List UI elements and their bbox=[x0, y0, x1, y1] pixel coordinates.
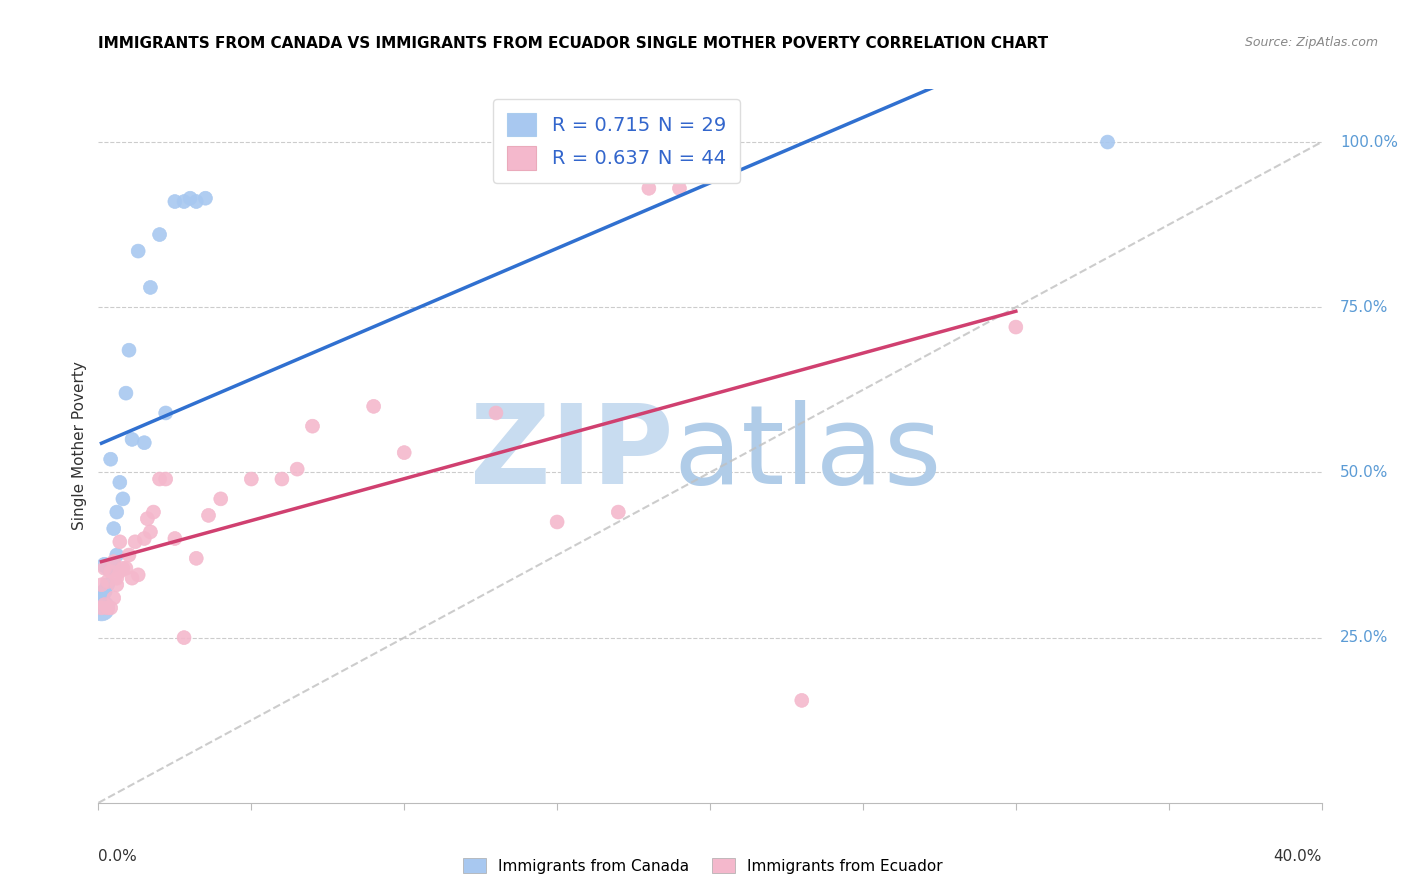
Text: 100.0%: 100.0% bbox=[1340, 135, 1398, 150]
Point bbox=[134, 532, 156, 546]
Point bbox=[392, 445, 416, 459]
Point bbox=[100, 600, 122, 615]
Point bbox=[173, 631, 195, 645]
Point bbox=[93, 558, 115, 572]
Point bbox=[100, 565, 122, 579]
Point bbox=[118, 548, 141, 562]
Text: 25.0%: 25.0% bbox=[1340, 630, 1388, 645]
Legend: Immigrants from Canada, Immigrants from Ecuador: Immigrants from Canada, Immigrants from … bbox=[457, 852, 949, 880]
Point bbox=[111, 491, 134, 506]
Point bbox=[163, 194, 186, 209]
Point bbox=[127, 567, 149, 582]
Point bbox=[363, 400, 385, 414]
Point bbox=[105, 505, 128, 519]
Point bbox=[97, 578, 120, 592]
Point bbox=[637, 181, 661, 195]
Point bbox=[136, 511, 159, 525]
Point bbox=[105, 578, 128, 592]
Point bbox=[134, 435, 156, 450]
Point bbox=[121, 571, 143, 585]
Point bbox=[105, 548, 128, 562]
Point bbox=[546, 515, 568, 529]
Text: 75.0%: 75.0% bbox=[1340, 300, 1388, 315]
Point bbox=[124, 534, 146, 549]
Point bbox=[186, 194, 208, 209]
Point bbox=[173, 194, 195, 209]
Point bbox=[186, 551, 208, 566]
Text: 0.0%: 0.0% bbox=[98, 849, 138, 864]
Point bbox=[607, 505, 630, 519]
Point bbox=[108, 565, 131, 579]
Point bbox=[142, 505, 165, 519]
Point bbox=[103, 555, 125, 569]
Point bbox=[90, 600, 112, 615]
Point bbox=[100, 558, 122, 572]
Point bbox=[127, 244, 149, 258]
Point bbox=[149, 227, 172, 242]
Point bbox=[139, 524, 162, 539]
Legend: R = 0.715  N = 29, R = 0.637  N = 44: R = 0.715 N = 29, R = 0.637 N = 44 bbox=[494, 99, 740, 184]
Text: 50.0%: 50.0% bbox=[1340, 465, 1388, 480]
Point bbox=[285, 462, 308, 476]
Point bbox=[270, 472, 292, 486]
Point bbox=[155, 472, 177, 486]
Point bbox=[93, 561, 115, 575]
Point bbox=[118, 343, 141, 358]
Point bbox=[179, 191, 201, 205]
Point bbox=[111, 561, 134, 575]
Point bbox=[149, 472, 172, 486]
Point bbox=[1004, 320, 1026, 334]
Point bbox=[121, 433, 143, 447]
Text: ZIP: ZIP bbox=[470, 400, 673, 507]
Point bbox=[97, 600, 120, 615]
Point bbox=[90, 588, 112, 602]
Point bbox=[155, 406, 177, 420]
Point bbox=[1097, 135, 1119, 149]
Point bbox=[197, 508, 219, 523]
Y-axis label: Single Mother Poverty: Single Mother Poverty bbox=[72, 361, 87, 531]
Point bbox=[209, 491, 232, 506]
Point bbox=[103, 522, 125, 536]
Point bbox=[790, 693, 813, 707]
Text: IMMIGRANTS FROM CANADA VS IMMIGRANTS FROM ECUADOR SINGLE MOTHER POVERTY CORRELAT: IMMIGRANTS FROM CANADA VS IMMIGRANTS FRO… bbox=[98, 36, 1049, 51]
Text: atlas: atlas bbox=[673, 400, 942, 507]
Point bbox=[103, 558, 125, 572]
Point bbox=[103, 591, 125, 605]
Point bbox=[163, 532, 186, 546]
Point bbox=[668, 181, 690, 195]
Text: Source: ZipAtlas.com: Source: ZipAtlas.com bbox=[1244, 36, 1378, 49]
Point bbox=[485, 406, 508, 420]
Point bbox=[108, 534, 131, 549]
Point bbox=[240, 472, 263, 486]
Point bbox=[97, 561, 120, 575]
Point bbox=[93, 598, 115, 612]
Point bbox=[194, 191, 217, 205]
Point bbox=[115, 386, 138, 401]
Point bbox=[90, 600, 112, 615]
Text: 40.0%: 40.0% bbox=[1274, 849, 1322, 864]
Point bbox=[699, 135, 721, 149]
Point bbox=[301, 419, 323, 434]
Point bbox=[97, 574, 120, 589]
Point bbox=[100, 452, 122, 467]
Point bbox=[90, 578, 112, 592]
Point bbox=[93, 584, 115, 599]
Point bbox=[108, 475, 131, 490]
Point bbox=[115, 561, 138, 575]
Point bbox=[105, 571, 128, 585]
Point bbox=[139, 280, 162, 294]
